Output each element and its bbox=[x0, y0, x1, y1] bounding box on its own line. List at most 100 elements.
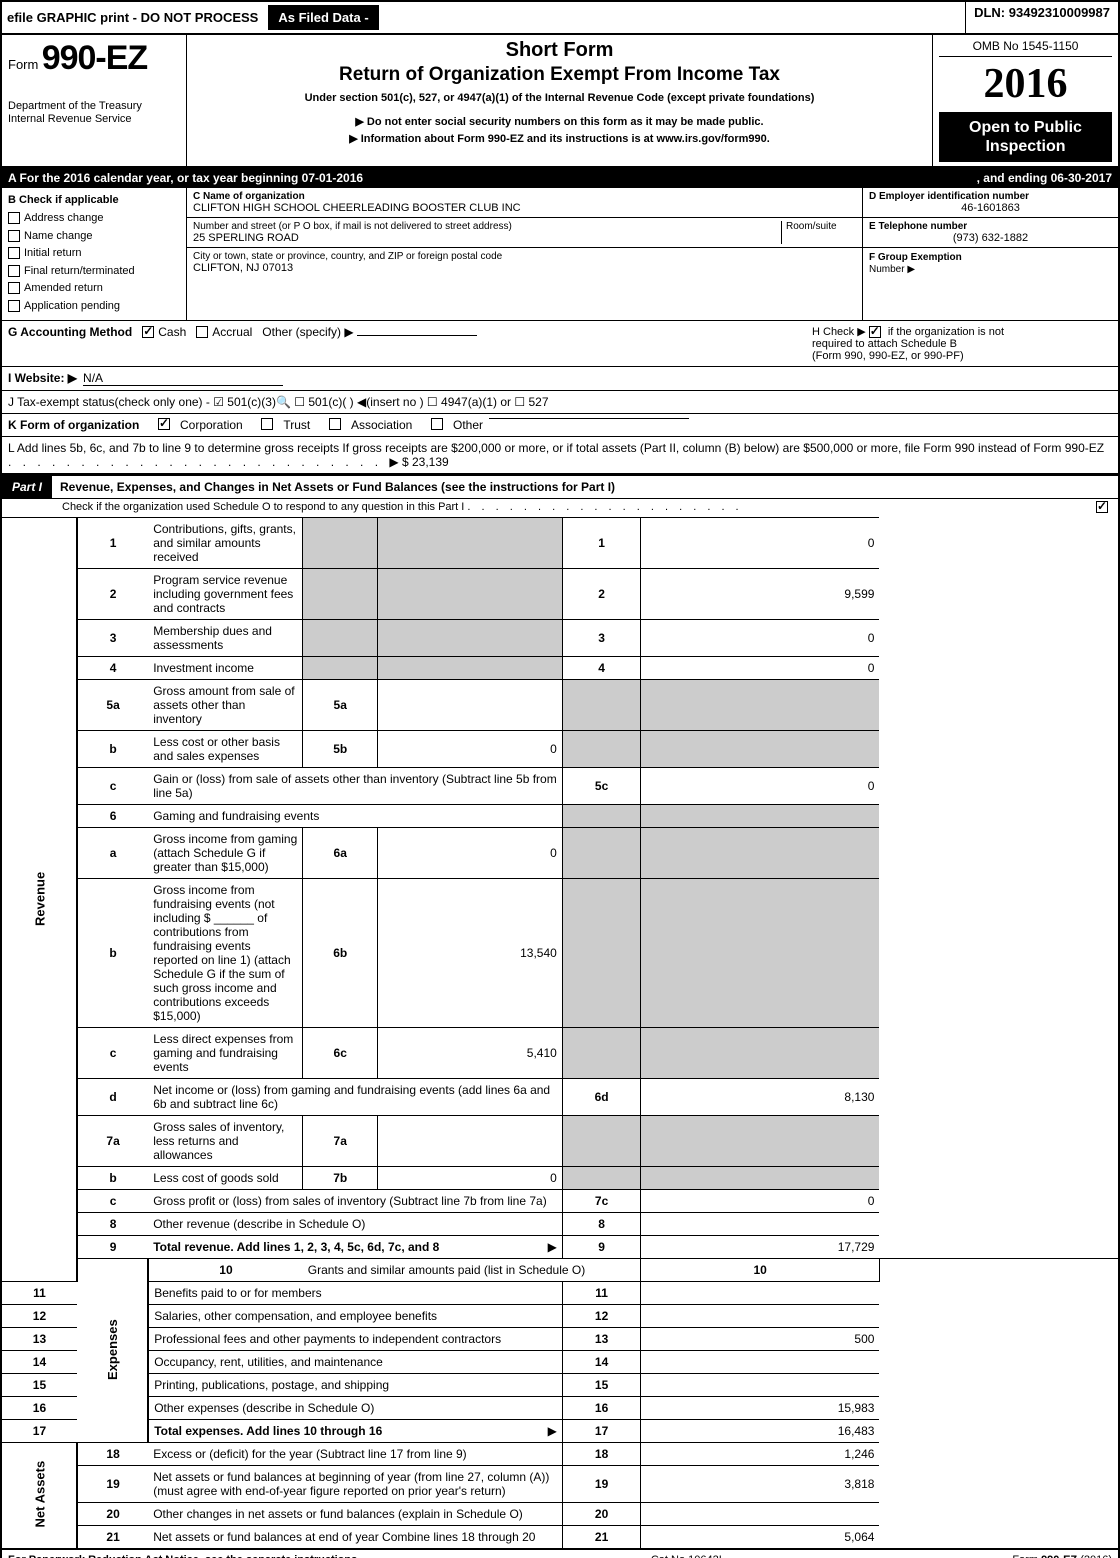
ln-14-desc: Occupancy, rent, utilities, and maintena… bbox=[148, 1350, 562, 1373]
h-line1: if the organization is not bbox=[888, 326, 1004, 338]
section-c-org-info: C Name of organization CLIFTON HIGH SCHO… bbox=[187, 188, 863, 319]
ln-5a-sub: 5a bbox=[303, 679, 378, 730]
ln-7b-no: b bbox=[77, 1166, 148, 1189]
org-name: CLIFTON HIGH SCHOOL CHEERLEADING BOOSTER… bbox=[193, 202, 856, 214]
ln-6c-no: c bbox=[77, 1027, 148, 1078]
ln-8-val bbox=[641, 1212, 880, 1235]
ln-11-desc: Benefits paid to or for members bbox=[148, 1281, 562, 1304]
chk-name-change[interactable] bbox=[8, 230, 20, 242]
ln-9-col: 9 bbox=[562, 1235, 641, 1258]
ein-value: 46-1601863 bbox=[869, 202, 1112, 214]
tel-value: (973) 632-1882 bbox=[869, 232, 1112, 244]
ln-12-no: 12 bbox=[2, 1304, 77, 1327]
chk-initial-return[interactable] bbox=[8, 247, 20, 259]
ln-16-no: 16 bbox=[2, 1396, 77, 1419]
i-label: I Website: ▶ bbox=[8, 371, 77, 385]
b-label: B Check if applicable bbox=[8, 192, 180, 210]
row-g-h: G Accounting Method Cash Accrual Other (… bbox=[2, 321, 1118, 367]
c-name-label: C Name of organization bbox=[193, 191, 856, 202]
l-text: L Add lines 5b, 6c, and 7b to line 9 to … bbox=[8, 441, 1104, 455]
open-line2: Inspection bbox=[943, 137, 1108, 156]
chk-accrual[interactable] bbox=[196, 326, 208, 338]
website-value: N/A bbox=[83, 371, 283, 386]
ln-16-col: 16 bbox=[562, 1396, 641, 1419]
row-l-gross-receipts: L Add lines 5b, 6c, and 7b to line 9 to … bbox=[2, 437, 1118, 474]
ln-6d-no: d bbox=[77, 1078, 148, 1115]
block-bcdef: B Check if applicable Address change Nam… bbox=[2, 188, 1118, 320]
ln-11-col: 11 bbox=[562, 1281, 641, 1304]
ln-17-col: 17 bbox=[562, 1419, 641, 1442]
ln-1-col: 1 bbox=[562, 517, 641, 568]
section-h: H Check ▶ if the organization is not req… bbox=[812, 325, 1112, 362]
ln-11-val bbox=[641, 1281, 880, 1304]
ln-10-val bbox=[879, 1258, 1118, 1281]
ln-6b-sub: 6b bbox=[303, 878, 378, 1027]
ln-8-no: 8 bbox=[77, 1212, 148, 1235]
ln-4-val: 0 bbox=[641, 656, 880, 679]
ln-6c-desc: Less direct expenses from gaming and fun… bbox=[148, 1027, 303, 1078]
chk-h-not-required[interactable] bbox=[869, 326, 881, 338]
tax-year: 2016 bbox=[939, 60, 1112, 108]
ln-18-no: 18 bbox=[77, 1442, 148, 1465]
b-item-4: Amended return bbox=[24, 282, 103, 294]
chk-corporation[interactable] bbox=[158, 418, 170, 430]
chk-application-pending[interactable] bbox=[8, 300, 20, 312]
ln-10-desc: Grants and similar amounts paid (list in… bbox=[303, 1258, 641, 1281]
b-item-2: Initial return bbox=[24, 247, 81, 259]
ln-4-no: 4 bbox=[77, 656, 148, 679]
top-bar: efile GRAPHIC print - DO NOT PROCESS As … bbox=[2, 2, 1118, 35]
open-to-public-badge: Open to Public Inspection bbox=[939, 112, 1112, 162]
dept-line2: Internal Revenue Service bbox=[8, 113, 180, 126]
h-line3: (Form 990, 990-EZ, or 990-PF) bbox=[812, 350, 964, 362]
ln-6b-no: b bbox=[77, 878, 148, 1027]
chk-association[interactable] bbox=[329, 418, 341, 430]
ln-12-desc: Salaries, other compensation, and employ… bbox=[148, 1304, 562, 1327]
dept-line1: Department of the Treasury bbox=[8, 100, 180, 113]
ln-9-desc: Total revenue. Add lines 1, 2, 3, 4, 5c,… bbox=[153, 1240, 439, 1254]
ln-2-val: 9,599 bbox=[641, 568, 880, 619]
ln-1-val: 0 bbox=[641, 517, 880, 568]
chk-address-change[interactable] bbox=[8, 212, 20, 224]
ln-13-desc: Professional fees and other payments to … bbox=[148, 1327, 562, 1350]
ln-10-no: 10 bbox=[148, 1258, 303, 1281]
chk-trust[interactable] bbox=[261, 418, 273, 430]
row-a-begin: A For the 2016 calendar year, or tax yea… bbox=[8, 171, 363, 185]
ln-10-col: 10 bbox=[641, 1258, 880, 1281]
chk-cash[interactable] bbox=[142, 326, 154, 338]
chk-other[interactable] bbox=[431, 418, 443, 430]
ln-5c-val: 0 bbox=[641, 767, 880, 804]
section-b-checkboxes: B Check if applicable Address change Nam… bbox=[2, 188, 187, 319]
row-a-tax-year: A For the 2016 calendar year, or tax yea… bbox=[2, 168, 1118, 188]
g-label: G Accounting Method bbox=[8, 325, 132, 339]
ln-15-col: 15 bbox=[562, 1373, 641, 1396]
ln-7c-desc: Gross profit or (loss) from sales of inv… bbox=[148, 1189, 562, 1212]
ln-14-val bbox=[641, 1350, 880, 1373]
ln-2-col: 2 bbox=[562, 568, 641, 619]
org-street: 25 SPERLING ROAD bbox=[193, 232, 781, 244]
ln-18-col: 18 bbox=[562, 1442, 641, 1465]
chk-final-return[interactable] bbox=[8, 265, 20, 277]
side-netassets: Net Assets bbox=[2, 1442, 77, 1548]
k-other-line bbox=[489, 418, 689, 419]
ln-5b-desc: Less cost or other basis and sales expen… bbox=[148, 730, 303, 767]
b-item-0: Address change bbox=[24, 212, 104, 224]
ln-19-desc: Net assets or fund balances at beginning… bbox=[148, 1465, 562, 1502]
under-section: Under section 501(c), 527, or 4947(a)(1)… bbox=[193, 92, 926, 104]
chk-schedule-o[interactable] bbox=[1096, 501, 1108, 513]
check-o-text: Check if the organization used Schedule … bbox=[62, 501, 464, 513]
ln-17-val: 16,483 bbox=[641, 1419, 880, 1442]
ln-5c-no: c bbox=[77, 767, 148, 804]
ln-5c-col: 5c bbox=[562, 767, 641, 804]
side-expenses: Expenses bbox=[77, 1258, 148, 1442]
ln-7a-no: 7a bbox=[77, 1115, 148, 1166]
ln-4-desc: Investment income bbox=[148, 656, 303, 679]
footer-right: Form 990-EZ (2016) bbox=[1012, 1554, 1112, 1558]
l-amount: 23,139 bbox=[412, 455, 449, 469]
ln-20-desc: Other changes in net assets or fund bala… bbox=[148, 1502, 562, 1525]
chk-amended-return[interactable] bbox=[8, 282, 20, 294]
ln-6a-subval: 0 bbox=[378, 827, 563, 878]
ln-14-col: 14 bbox=[562, 1350, 641, 1373]
ln-13-col: 13 bbox=[562, 1327, 641, 1350]
ln-8-desc: Other revenue (describe in Schedule O) bbox=[148, 1212, 562, 1235]
d-ein-label: D Employer identification number bbox=[869, 191, 1112, 202]
